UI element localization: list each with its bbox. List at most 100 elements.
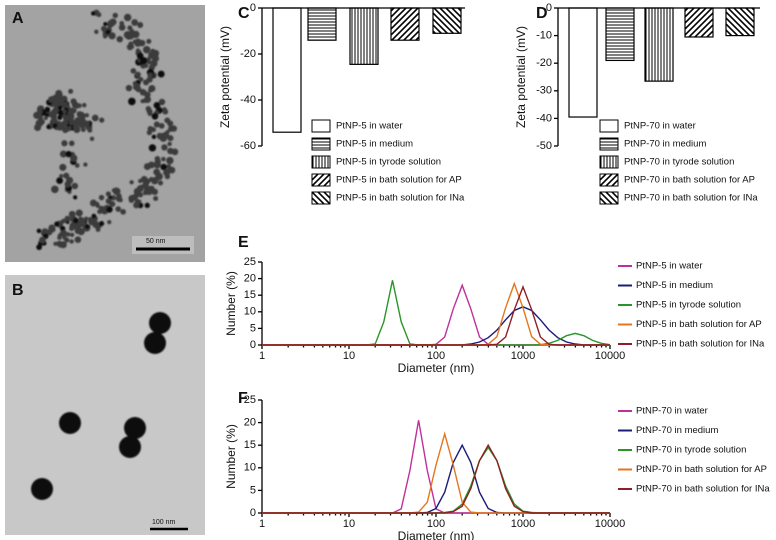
particle: [166, 156, 174, 165]
particle: [138, 77, 144, 82]
bar: [307, 7, 337, 41]
particle: [144, 202, 150, 208]
particle: [63, 101, 68, 106]
particle: [137, 199, 142, 204]
particle: [95, 227, 101, 232]
particle: [171, 148, 179, 156]
particle: [57, 109, 64, 116]
legend-label: PtNP-5 in bath solution for AP: [636, 319, 762, 330]
particle: [163, 168, 171, 177]
x-tick-label: 10: [343, 350, 355, 362]
particle: [62, 114, 70, 122]
panel-label: D: [536, 5, 548, 22]
particle: [144, 63, 149, 68]
legend-label: PtNP-5 in bath solution for INa: [636, 339, 765, 350]
particle: [57, 105, 63, 111]
legend-label: PtNP-70 in medium: [636, 425, 718, 436]
particle: [91, 114, 99, 122]
particle: [167, 120, 174, 127]
particle: [106, 206, 113, 213]
particle: [74, 236, 82, 243]
particle: [153, 101, 161, 109]
particle: [131, 19, 139, 26]
particle: [74, 104, 80, 109]
y-tick-label: 5: [250, 484, 256, 496]
legend-label: PtNP-5 in tyrode solution: [336, 157, 441, 168]
particle: [62, 109, 67, 114]
series-line: [262, 306, 610, 346]
particle: [118, 24, 126, 31]
particle: [108, 32, 116, 40]
panel-label: A: [12, 10, 24, 27]
particle: [96, 12, 102, 18]
particle: [158, 98, 166, 106]
particle: [132, 81, 138, 86]
particle: [107, 219, 112, 225]
particle: [123, 13, 132, 22]
particle: [77, 221, 84, 228]
particle: [57, 242, 64, 248]
particle: [72, 123, 79, 130]
particle: [154, 158, 161, 165]
particle: [70, 98, 77, 105]
x-tick-label: 10000: [595, 350, 626, 362]
legend-label: PtNP-5 in water: [636, 261, 703, 272]
legend-label: PtNP-70 in tyrode solution: [636, 445, 746, 456]
particle: [148, 144, 157, 152]
x-tick-label: 1000: [511, 518, 535, 530]
series-line: [262, 284, 610, 346]
particle: [64, 181, 71, 188]
y-tick-label: -20: [536, 57, 552, 69]
particle: [161, 144, 168, 151]
particle: [61, 96, 66, 101]
legend-label: PtNP-70 in bath solution for AP: [624, 175, 755, 186]
legend-label: PtNP-5 in medium: [336, 139, 413, 150]
particles-a: [33, 9, 179, 251]
bar: [349, 7, 379, 65]
panel-label: C: [238, 5, 250, 22]
particle: [109, 18, 117, 26]
particle: [59, 174, 64, 179]
y-tick-label: -10: [536, 30, 552, 42]
particle: [77, 227, 85, 236]
y-tick-label: 10: [244, 306, 256, 318]
legend-label: PtNP-5 in bath solution for INa: [336, 193, 465, 204]
legend-label: PtNP-70 in tyrode solution: [624, 157, 734, 168]
particle: [147, 111, 153, 117]
y-tick-label: 10: [244, 462, 256, 474]
x-tick-label: 1: [259, 518, 265, 530]
particle: [160, 163, 168, 171]
scale-label: 50 nm: [146, 238, 166, 245]
y-axis-title: Zeta potential (mV): [514, 26, 528, 128]
particle: [98, 194, 105, 201]
y-tick-label: -30: [536, 85, 552, 97]
legend-label: PtNP-70 in bath solution for INa: [624, 193, 758, 204]
particle: [69, 232, 75, 237]
legend-label: PtNP-70 in medium: [624, 139, 706, 150]
particle: [41, 228, 49, 236]
particle: [102, 34, 108, 39]
particle: [162, 108, 169, 115]
particle: [105, 191, 111, 197]
particle: [76, 111, 83, 118]
particle: [67, 109, 75, 117]
particle: [167, 141, 172, 147]
particle: [112, 12, 118, 19]
particle: [142, 190, 148, 196]
particle: [61, 140, 68, 147]
particle: [119, 20, 125, 26]
y-tick-label: 25: [244, 394, 256, 406]
bar: [684, 7, 714, 38]
particle: [128, 197, 135, 203]
y-axis-title: Zeta potential (mV): [218, 26, 232, 128]
particle: [87, 127, 93, 133]
particle: [68, 120, 74, 126]
particle: [44, 106, 51, 113]
particle: [36, 109, 43, 115]
legend-label: PtNP-70 in water: [624, 121, 696, 132]
particle: [68, 88, 74, 94]
bar: [644, 7, 674, 82]
particle: [146, 38, 152, 44]
legend-swatch: [599, 137, 619, 151]
